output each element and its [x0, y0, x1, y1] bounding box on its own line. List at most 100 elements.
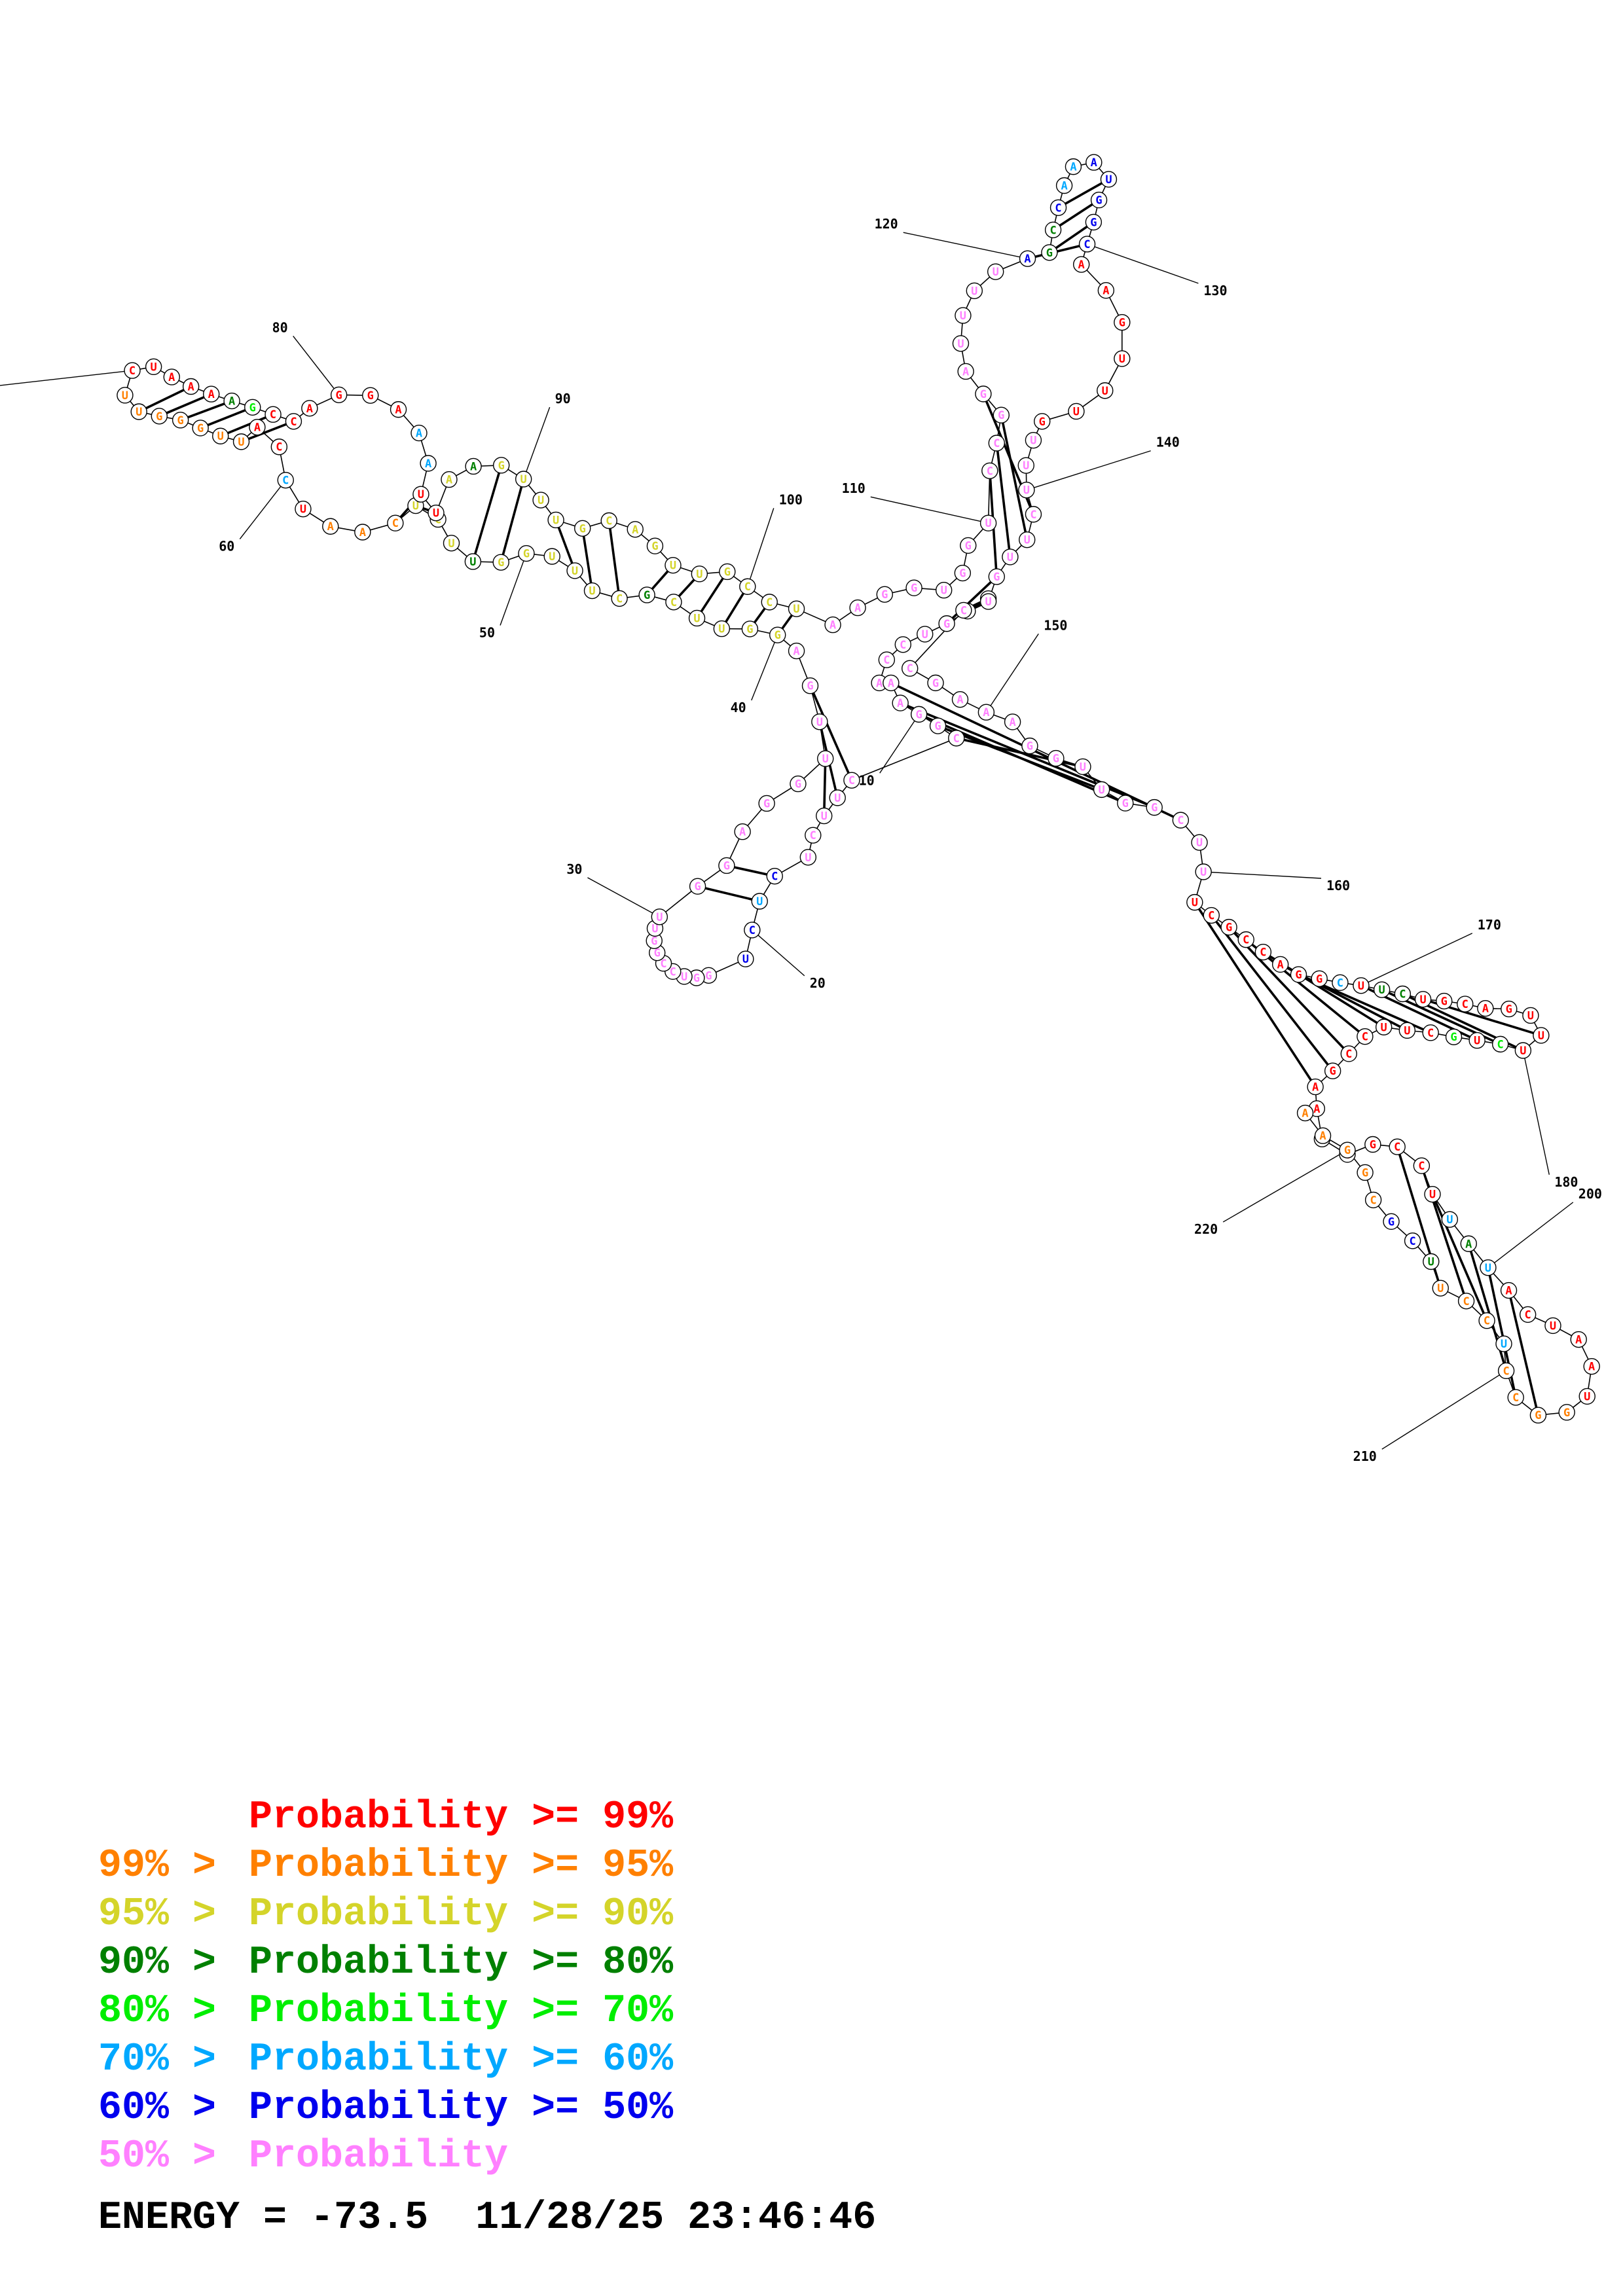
base-pair	[945, 575, 998, 625]
nucleotide-circle	[295, 500, 312, 518]
nucleotide-circle	[387, 514, 404, 531]
nucleotide: G	[492, 457, 510, 474]
nucleotide: C	[1497, 1362, 1515, 1380]
nucleotide: G	[929, 717, 947, 734]
nucleotide: A	[957, 363, 974, 380]
nucleotide-letter: C	[848, 774, 855, 787]
nucleotide: G	[638, 586, 655, 603]
nucleotide: C	[1044, 221, 1062, 238]
nucleotide-circle	[811, 713, 828, 730]
nucleotide-letter: U	[941, 584, 947, 598]
nucleotide-circle	[1460, 1235, 1477, 1252]
nucleotide: C	[665, 594, 682, 611]
legend-row: 99% > Probability >= 95%	[98, 1842, 1080, 1890]
nucleotide-circle	[1544, 1317, 1561, 1335]
position-tick	[870, 496, 989, 524]
nucleotide-letter: U	[1102, 385, 1108, 398]
nucleotide: U	[145, 358, 162, 376]
nucleotide: C	[1491, 1035, 1509, 1053]
nucleotide: U	[788, 600, 805, 617]
nucleotide-letter: A	[254, 422, 261, 435]
nucleotide-letter: A	[888, 677, 894, 690]
nucleotide: G	[960, 537, 977, 554]
nucleotide: U	[1191, 834, 1208, 851]
nucleotide-circle	[1117, 795, 1134, 812]
nucleotide-letter: U	[793, 603, 799, 616]
nucleotide: C	[761, 594, 778, 611]
nucleotide-circle	[182, 378, 200, 395]
nucleotide-letter: A	[1312, 1081, 1319, 1094]
nucleotide-circle	[1034, 413, 1051, 430]
nucleotide: C	[1078, 236, 1096, 253]
nucleotide-circle	[130, 403, 147, 420]
legend-label: Probability >= 80%	[249, 1941, 674, 1985]
nucleotide: G	[938, 615, 955, 632]
nucleotide-circle	[627, 521, 644, 538]
nucleotide-circle	[1414, 991, 1432, 1008]
nucleotide-letter: C	[1463, 1295, 1469, 1308]
nucleotide-letter: U	[651, 922, 658, 935]
nucleotide-circle	[330, 386, 348, 403]
nucleotide-circle	[1097, 281, 1115, 299]
nucleotide-circle	[1090, 191, 1108, 209]
nucleotide-circle	[515, 471, 532, 488]
nucleotide-letter: G	[795, 778, 801, 791]
nucleotide-letter: G	[1388, 1215, 1395, 1229]
nucleotide-letter: C	[1409, 1235, 1415, 1248]
nucleotide-letter: A	[854, 602, 861, 615]
nucleotide: U	[532, 492, 549, 509]
nucleotide-letter: C	[987, 465, 993, 478]
nucleotide-circle	[1085, 154, 1103, 171]
nucleotide: C	[1025, 506, 1042, 523]
nucleotide-circle	[691, 565, 708, 583]
nucleotide-letter: G	[1450, 1031, 1457, 1044]
position-tick	[500, 553, 527, 626]
nucleotide: C	[1478, 1312, 1495, 1329]
nucleotide-letter: C	[1049, 224, 1056, 237]
nucleotide-letter: G	[943, 618, 950, 631]
nucleotide-circle	[1533, 1027, 1550, 1044]
nucleotide-letter: U	[553, 514, 559, 527]
nucleotide-letter: U	[217, 430, 224, 443]
nucleotide-circle	[1495, 1335, 1512, 1352]
nucleotide-circle	[824, 616, 841, 634]
position-label: 100	[779, 492, 803, 507]
nucleotide: U	[1195, 863, 1212, 880]
nucleotide: C	[1404, 1232, 1421, 1249]
nucleotide-letter: U	[1404, 1024, 1410, 1037]
nucleotide: G	[741, 620, 759, 637]
nucleotide: G	[790, 775, 807, 793]
nucleotide-circle	[1413, 1157, 1431, 1174]
nucleotide-circle	[954, 564, 972, 582]
nucleotide: G	[1146, 798, 1163, 816]
nucleotide: A	[951, 691, 969, 708]
nucleotide: G	[718, 857, 735, 874]
nucleotide-letter: C	[1525, 1308, 1531, 1321]
nucleotide-letter: U	[538, 494, 544, 507]
nucleotide-letter: G	[1151, 802, 1158, 815]
nucleotide-letter: C	[670, 965, 676, 978]
nucleotide-circle	[492, 457, 510, 474]
nucleotide: G	[905, 579, 922, 596]
nucleotide-letter: A	[983, 706, 989, 719]
nucleotide-letter: U	[696, 568, 702, 581]
base-pair	[1507, 1290, 1540, 1416]
nucleotide-circle	[1432, 1280, 1449, 1297]
position-label: 80	[272, 319, 288, 335]
nucleotide: U	[1398, 1022, 1416, 1039]
nucleotide: U	[737, 950, 754, 967]
nucleotide: A	[1460, 1235, 1477, 1252]
nucleotide-letter: G	[1295, 969, 1302, 982]
nucleotide-circle	[277, 471, 294, 489]
nucleotide-letter: G	[1316, 973, 1322, 986]
nucleotide-letter: G	[998, 409, 1004, 422]
nucleotide-circle	[960, 537, 977, 554]
nucleotide-letter: A	[1061, 180, 1067, 193]
position-label: 210	[1353, 1448, 1377, 1464]
nucleotide: U	[1186, 893, 1203, 911]
nucleotide-letter: G	[1027, 740, 1033, 753]
nucleotide: U	[1533, 1027, 1550, 1044]
nucleotide-letter: U	[822, 753, 829, 766]
nucleotide-letter: A	[1302, 1107, 1308, 1121]
nucleotide: U	[1414, 991, 1432, 1008]
